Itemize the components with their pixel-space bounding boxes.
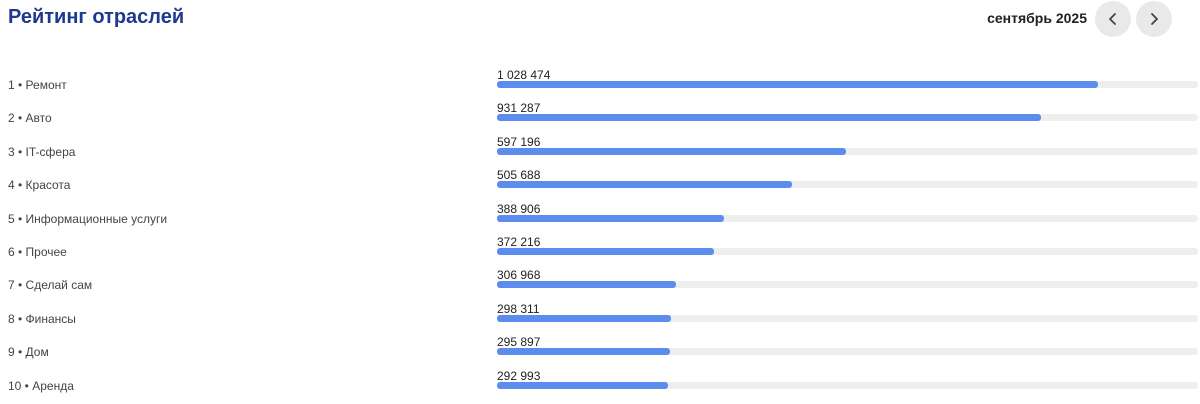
industry-value: 388 906 (497, 201, 541, 216)
industry-label: 8 • Финансы (8, 311, 76, 326)
bar-track (497, 114, 1198, 122)
industry-value: 597 196 (497, 134, 541, 149)
period-label: сентябрь 2025 (987, 10, 1087, 26)
bar-track (497, 348, 1198, 356)
industry-label: 7 • Сделай сам (8, 278, 93, 293)
bar-fill (497, 247, 715, 255)
bar-fill (497, 114, 1042, 122)
industry-label: 9 • Дом (8, 345, 49, 360)
bar-fill (497, 314, 672, 322)
ranking-row: 6 • Прочее 372 216 (0, 234, 1200, 267)
chevron-left-icon (1109, 13, 1116, 25)
previous-period-button[interactable] (1095, 1, 1131, 37)
bar-fill (497, 214, 725, 222)
industry-label: 1 • Ремонт (8, 78, 67, 92)
industry-label: 3 • IT-сфера (8, 144, 76, 159)
industry-value: 1 028 474 (497, 68, 551, 82)
next-period-button[interactable] (1136, 1, 1172, 37)
industry-label: 2 • Авто (8, 111, 52, 126)
bar-track (497, 181, 1198, 189)
bar-track (497, 147, 1198, 155)
ranking-row: 5 • Информационные услуги 388 906 (0, 201, 1200, 234)
bar-fill (497, 381, 669, 389)
industry-label: 5 • Информационные услуги (8, 211, 168, 226)
chevron-right-icon (1151, 13, 1158, 25)
ranking-row: 10 • Аренда 292 993 (0, 368, 1200, 401)
industry-value: 306 968 (497, 268, 541, 283)
bar-track (497, 281, 1198, 289)
industry-value: 298 311 (497, 301, 540, 316)
bar-fill (497, 181, 793, 189)
industry-value: 931 287 (497, 101, 541, 116)
page-title: Рейтинг отраслей (8, 6, 185, 28)
ranking-row: 2 • Авто 931 287 (0, 100, 1200, 133)
bar-fill (497, 81, 1098, 88)
ranking-row: 4 • Красота 505 688 (0, 167, 1200, 200)
ranking-row: 8 • Финансы 298 311 (0, 301, 1200, 334)
industry-value: 295 897 (497, 335, 541, 350)
ranking-row: 7 • Сделай сам 306 968 (0, 267, 1200, 300)
bar-fill (497, 348, 670, 356)
ranking-row: 9 • Дом 295 897 (0, 334, 1200, 367)
bar-track (497, 81, 1198, 88)
bar-track (497, 381, 1198, 389)
industry-label: 6 • Прочее (8, 244, 67, 259)
industry-label: 4 • Красота (8, 178, 71, 193)
bar-fill (497, 147, 846, 155)
industry-label: 10 • Аренда (8, 378, 74, 393)
bar-track (497, 214, 1198, 222)
bar-fill (497, 281, 677, 289)
industry-value: 505 688 (497, 168, 541, 183)
ranking-row: 1 • Ремонт 1 028 474 (0, 67, 1200, 100)
bar-track (497, 247, 1198, 255)
industry-value: 372 216 (497, 234, 541, 249)
industry-value: 292 993 (497, 368, 541, 383)
ranking-row: 3 • IT-сфера 597 196 (0, 134, 1200, 167)
ranking-list: 1 • Ремонт 1 028 474 2 • Авто 931 287 3 … (0, 67, 1200, 401)
bar-track (497, 314, 1198, 322)
